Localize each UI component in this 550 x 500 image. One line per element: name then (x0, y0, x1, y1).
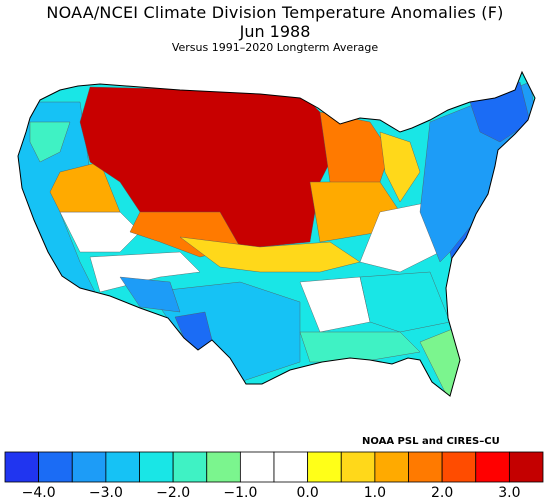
legend-swatch-13 (441, 451, 477, 483)
legend-swatch-3 (105, 451, 140, 483)
legend-swatch-15 (508, 451, 544, 483)
data-credit: NOAA PSL and CIRES–CU (362, 436, 500, 447)
region-great-lakes (379, 131, 421, 203)
legend-swatch-8 (273, 451, 309, 483)
map-subtitle: Jun 1988 (239, 22, 311, 41)
legend-tick-label: 1.0 (364, 485, 386, 500)
legend-tick-label: −2.0 (156, 485, 190, 500)
legend-swatch-2 (71, 451, 107, 483)
legend-swatch-14 (475, 451, 510, 483)
color-scale-legend: −4.0−3.0−2.0−1.00.01.02.03.04.0 (4, 451, 544, 500)
region-gulf-coast (299, 331, 421, 363)
region-northwest (29, 121, 71, 163)
legend-tick-label: 0.0 (296, 485, 318, 500)
baseline-note: Versus 1991–2020 Longterm Average (171, 41, 379, 54)
region-southern-plains (179, 236, 361, 273)
legend-tick-label: 3.0 (498, 485, 520, 500)
legend-swatch-5 (172, 451, 208, 483)
legend-swatch-12 (408, 451, 443, 483)
legend-swatch-9 (307, 451, 342, 483)
legend-swatch-1 (38, 451, 73, 483)
legend-tick-label: −4.0 (22, 485, 56, 500)
legend-swatch-7 (239, 451, 275, 483)
map-title: NOAA/NCEI Climate Division Temperature A… (46, 3, 504, 22)
legend-swatch-10 (340, 451, 376, 483)
region-southwest (89, 251, 201, 293)
legend-swatch-6 (206, 451, 241, 483)
us-anomaly-map (17, 71, 536, 397)
legend-swatch-11 (374, 451, 409, 483)
region-arizona (119, 276, 181, 313)
legend-swatch-4 (139, 451, 174, 483)
region-southeast (359, 271, 451, 333)
legend-tick-label: 2.0 (431, 485, 453, 500)
legend-tick-label: −1.0 (223, 485, 257, 500)
legend-tick-label: −3.0 (89, 485, 123, 500)
legend-swatch-0 (4, 451, 40, 483)
